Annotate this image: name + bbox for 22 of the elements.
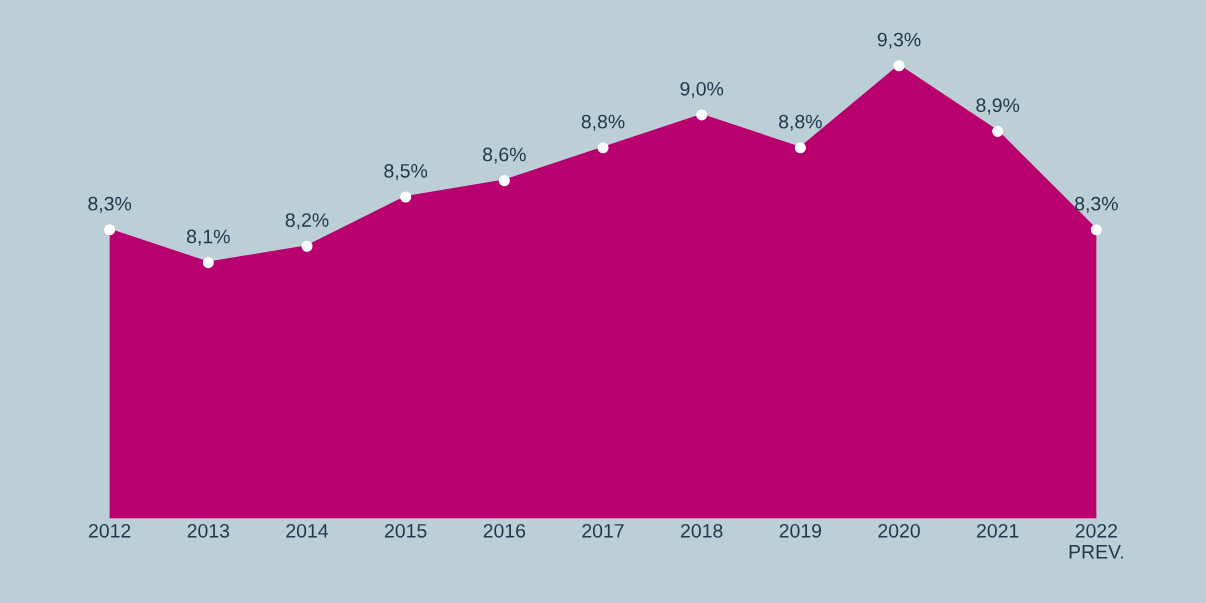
x-tick-label: 2014 bbox=[286, 523, 329, 538]
x-tick-label: 2020 bbox=[878, 523, 920, 538]
data-label: 8,2% bbox=[285, 213, 329, 230]
data-label: 8,3% bbox=[88, 196, 132, 213]
x-tick-label: 2015 bbox=[385, 523, 427, 538]
data-label: 8,3% bbox=[1075, 196, 1118, 213]
x-tick-label: 2019 bbox=[779, 523, 822, 538]
x-tick-label: 2017 bbox=[582, 523, 624, 538]
x-tick-label: 2018 bbox=[681, 523, 723, 538]
data-label: 9,3% bbox=[877, 32, 921, 49]
x-tick-label: 2013 bbox=[187, 523, 230, 538]
data-label: 8,8% bbox=[779, 114, 822, 131]
x-tick-label: 2012 bbox=[88, 523, 131, 538]
x-tick-label: 2016 bbox=[483, 523, 526, 538]
data-label: 9,0% bbox=[680, 81, 724, 98]
data-label: 8,1% bbox=[186, 229, 230, 246]
x-tick-label: 2022 PREV. bbox=[1069, 523, 1123, 559]
data-label: 8,6% bbox=[483, 147, 526, 164]
data-label: 8,9% bbox=[976, 98, 1020, 115]
data-label: 8,5% bbox=[384, 163, 428, 181]
data-label: 8,8% bbox=[581, 114, 625, 131]
x-tick-label: 2021 bbox=[977, 523, 1019, 538]
